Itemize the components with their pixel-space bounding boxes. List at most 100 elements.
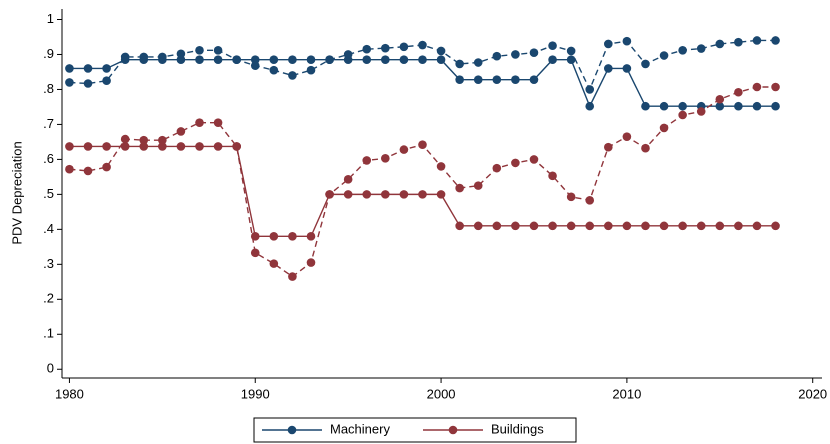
point bbox=[771, 101, 780, 111]
point bbox=[288, 55, 297, 65]
point bbox=[436, 46, 446, 56]
point bbox=[343, 50, 353, 59]
point bbox=[288, 71, 297, 80]
point bbox=[213, 55, 223, 65]
point bbox=[176, 49, 186, 59]
point bbox=[102, 76, 111, 86]
point bbox=[715, 39, 725, 49]
point bbox=[604, 142, 613, 152]
point bbox=[622, 221, 632, 231]
point bbox=[83, 166, 93, 176]
point bbox=[492, 221, 502, 231]
point bbox=[622, 64, 632, 73]
point bbox=[65, 164, 74, 174]
point bbox=[678, 110, 687, 120]
point bbox=[269, 259, 279, 268]
x-tick-label: 1980 bbox=[55, 386, 84, 401]
point bbox=[139, 52, 149, 62]
point bbox=[120, 134, 130, 144]
point bbox=[83, 79, 93, 88]
x-tick-label: 2020 bbox=[798, 386, 827, 401]
y-tick-label: .4 bbox=[43, 221, 54, 236]
point bbox=[343, 190, 353, 199]
point bbox=[659, 123, 669, 133]
point bbox=[139, 135, 149, 145]
point bbox=[678, 45, 687, 55]
point bbox=[399, 42, 409, 52]
point bbox=[548, 221, 557, 231]
x-tick-label: 2010 bbox=[612, 386, 641, 401]
point bbox=[678, 221, 687, 231]
point bbox=[622, 36, 632, 46]
point bbox=[734, 87, 743, 97]
legend-label: Buildings bbox=[491, 421, 544, 436]
point bbox=[585, 221, 595, 231]
point bbox=[511, 221, 520, 231]
point bbox=[232, 142, 241, 151]
series-line bbox=[69, 59, 776, 108]
point bbox=[641, 101, 650, 111]
point bbox=[250, 61, 260, 70]
point bbox=[288, 272, 297, 281]
point bbox=[83, 64, 93, 73]
y-tick-label: .6 bbox=[43, 151, 54, 166]
point bbox=[715, 94, 725, 104]
point bbox=[269, 232, 279, 241]
point bbox=[250, 248, 260, 258]
point bbox=[734, 37, 743, 47]
point bbox=[195, 45, 204, 55]
point bbox=[362, 190, 372, 199]
point bbox=[511, 50, 520, 59]
y-tick-label: .3 bbox=[43, 256, 54, 271]
y-tick-label: .5 bbox=[43, 186, 54, 201]
legend-marker bbox=[448, 425, 458, 435]
point bbox=[473, 75, 483, 84]
point bbox=[306, 65, 316, 75]
point bbox=[585, 101, 595, 111]
point bbox=[548, 55, 557, 65]
point bbox=[511, 75, 520, 84]
point bbox=[641, 143, 650, 153]
point bbox=[678, 101, 687, 111]
point bbox=[771, 221, 780, 231]
point bbox=[381, 190, 390, 199]
point bbox=[529, 75, 539, 84]
point bbox=[473, 58, 483, 67]
point bbox=[381, 55, 390, 65]
point bbox=[455, 221, 464, 231]
point bbox=[83, 142, 93, 151]
point bbox=[288, 232, 297, 241]
point bbox=[381, 43, 390, 53]
point bbox=[511, 158, 520, 168]
point bbox=[659, 51, 669, 60]
point bbox=[604, 64, 613, 73]
point bbox=[659, 221, 669, 231]
point bbox=[213, 142, 223, 151]
point bbox=[696, 44, 706, 53]
point bbox=[455, 75, 464, 84]
point bbox=[752, 101, 762, 111]
legend-marker bbox=[287, 425, 297, 435]
point bbox=[641, 221, 650, 231]
point bbox=[734, 221, 743, 231]
point bbox=[492, 51, 502, 61]
point bbox=[195, 55, 204, 65]
point bbox=[158, 142, 167, 151]
point bbox=[473, 181, 483, 190]
point bbox=[102, 162, 111, 172]
point bbox=[102, 64, 111, 73]
point bbox=[232, 55, 241, 65]
point bbox=[120, 142, 130, 151]
point bbox=[306, 232, 316, 241]
point bbox=[436, 190, 446, 199]
point bbox=[418, 40, 427, 50]
point bbox=[306, 258, 316, 267]
point bbox=[473, 221, 483, 231]
point bbox=[195, 142, 204, 151]
point bbox=[250, 55, 260, 65]
point bbox=[752, 221, 762, 231]
legend-label: Machinery bbox=[330, 421, 390, 436]
y-tick-label: .8 bbox=[43, 81, 54, 96]
point bbox=[566, 46, 576, 56]
